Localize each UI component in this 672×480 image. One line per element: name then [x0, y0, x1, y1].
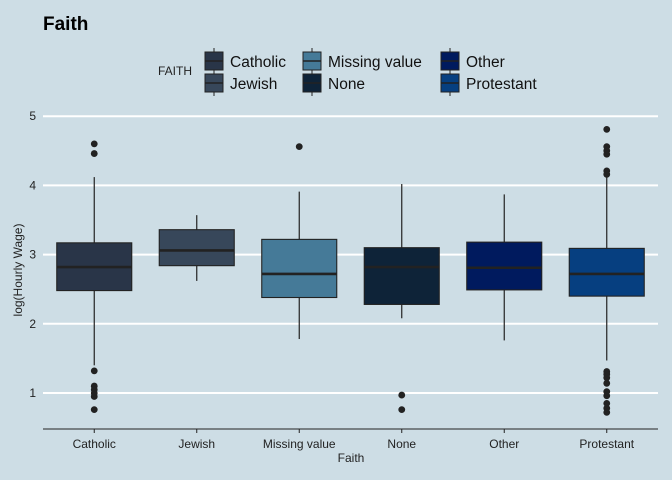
- outlier-point: [603, 392, 611, 400]
- box-none: [363, 184, 440, 414]
- legend-label: Catholic: [230, 54, 286, 71]
- legend: FAITH Catholic Jewish Missing value None Oth…: [158, 48, 537, 96]
- y-tick-label: 4: [29, 178, 36, 192]
- y-tick-label: 2: [29, 317, 36, 331]
- legend-label: None: [328, 76, 365, 93]
- y-tick-label: 3: [29, 248, 36, 262]
- outlier-point: [398, 391, 406, 399]
- box-iqr: [568, 247, 645, 297]
- legend-item: Protestant: [440, 70, 537, 96]
- outlier-point: [603, 170, 611, 178]
- x-axis-title: Faith: [338, 451, 365, 465]
- x-tick-label: Catholic: [73, 437, 116, 451]
- box-protestant: [568, 125, 645, 416]
- y-tick-label: 1: [29, 386, 36, 400]
- outlier-point: [603, 150, 611, 158]
- legend-item: Catholic: [204, 48, 286, 74]
- outlier-point: [603, 379, 611, 387]
- legend-item: Jewish: [204, 70, 277, 96]
- outlier-point: [603, 374, 611, 382]
- outlier-point: [90, 367, 98, 375]
- legend-label: Missing value: [328, 54, 422, 71]
- legend-label: Protestant: [466, 76, 537, 93]
- box-jewish: [158, 215, 235, 281]
- legend-label: Jewish: [230, 76, 277, 93]
- outlier-point: [90, 140, 98, 148]
- x-axis: Catholic Jewish Missing value None Other Prot…: [43, 428, 658, 451]
- legend-item: Missing value: [302, 48, 422, 74]
- legend-title: FAITH: [158, 64, 192, 78]
- x-tick-label: Jewish: [178, 437, 215, 451]
- legend-item: None: [302, 70, 365, 96]
- x-tick-label: Other: [489, 437, 519, 451]
- legend-item: Other: [440, 48, 505, 74]
- outlier-point: [295, 143, 303, 151]
- y-axis-title: log(Hourly Wage): [11, 224, 25, 317]
- outlier-point: [603, 408, 611, 416]
- legend-label: Other: [466, 54, 505, 71]
- outlier-point: [398, 406, 406, 414]
- x-tick-label: None: [387, 437, 416, 451]
- box-series: [56, 125, 645, 416]
- box-iqr: [261, 238, 338, 299]
- outlier-point: [603, 399, 611, 407]
- outlier-point: [90, 393, 98, 400]
- box-catholic: [56, 140, 133, 414]
- x-tick-label: Missing value: [263, 437, 336, 451]
- x-tick-label: Protestant: [579, 437, 634, 451]
- chart-title: Faith: [43, 14, 88, 35]
- box-iqr: [466, 241, 543, 291]
- y-axis-ticks: 1 2 3 4 5: [29, 109, 36, 400]
- box-iqr: [158, 229, 235, 267]
- box-other: [466, 194, 543, 341]
- outlier-point: [90, 406, 98, 414]
- box-iqr: [363, 247, 440, 305]
- y-tick-label: 5: [29, 109, 36, 123]
- outlier-point: [603, 125, 611, 133]
- grid-lines: [43, 115, 658, 394]
- outlier-point: [90, 150, 98, 157]
- box-missing-value: [261, 143, 338, 340]
